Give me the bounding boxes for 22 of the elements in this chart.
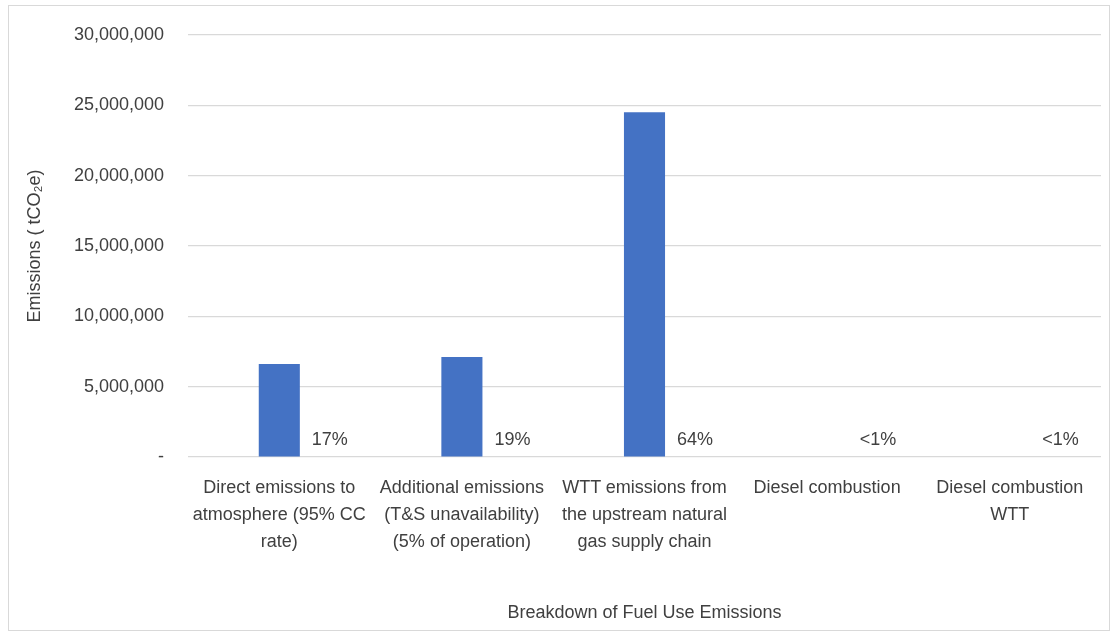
y-tick-label: - xyxy=(158,445,164,466)
bar xyxy=(623,112,666,457)
annotation: 19% xyxy=(494,429,531,449)
annotation: 17% xyxy=(311,429,348,449)
annotation: <1% xyxy=(859,429,897,449)
y-axis-title: Emissions ( tCO₂e) xyxy=(23,169,44,323)
x-tick-label: Diesel combustion xyxy=(753,477,901,498)
y-tick-label: 10,000,000 xyxy=(73,305,164,326)
y-tick-label: 20,000,000 xyxy=(73,164,164,185)
y-tick-label: 15,000,000 xyxy=(73,234,164,255)
y-tick-label: 5,000,000 xyxy=(83,375,164,396)
x-tick-label: WTT emissions from the upstream natural gas supply chain xyxy=(561,477,728,552)
x-tick-label: Additional emissions (T&S unavailability) (5% of operation) xyxy=(379,477,544,552)
annotation: <1% xyxy=(1042,429,1079,449)
bar xyxy=(441,357,483,457)
y-tick-label: 30,000,000 xyxy=(73,23,164,44)
y-tick-label: 25,000,000 xyxy=(73,94,164,115)
x-tick-label: Direct emissions to atmosphere (95% CC rate) xyxy=(192,477,366,552)
bar xyxy=(258,364,300,457)
x-axis-title: Breakdown of Fuel Use Emissions xyxy=(507,602,782,623)
annotation: 64% xyxy=(677,429,714,449)
x-tick-label: Diesel combustion WTT xyxy=(936,477,1084,525)
